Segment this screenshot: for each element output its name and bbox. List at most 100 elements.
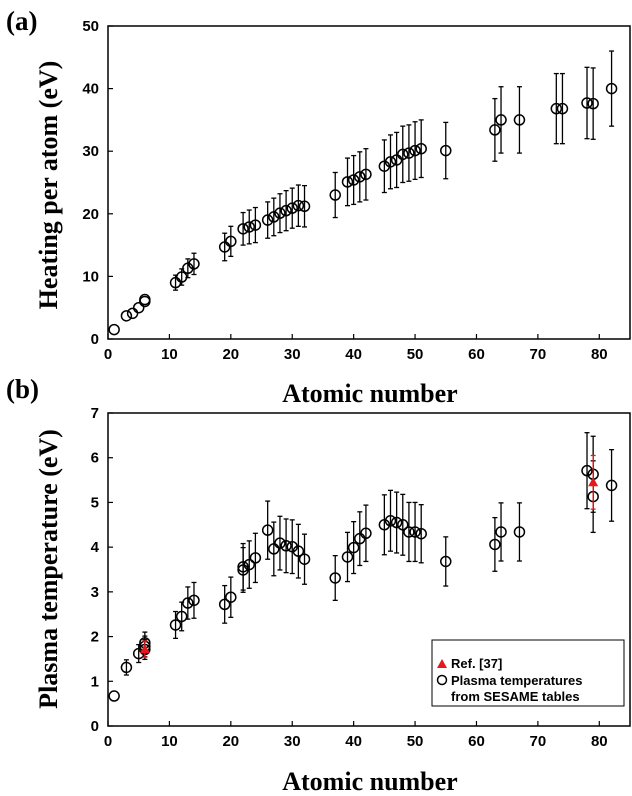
panel-b-x-tick-label: 0 xyxy=(104,733,112,750)
panel-a-data-point xyxy=(415,142,427,155)
panel-b-y-tick-label: 5 xyxy=(91,494,99,511)
panel-a-data-point xyxy=(403,147,415,159)
panel-a-data-point xyxy=(556,102,569,115)
panel-a-data-point xyxy=(587,97,599,110)
panel-b-data-point xyxy=(495,526,507,538)
panel-a-x-tick-label: 20 xyxy=(222,346,239,363)
panel-a-data-point xyxy=(108,323,120,336)
panel-a-data-point xyxy=(298,200,311,213)
panel-a-data-point xyxy=(126,307,139,320)
panel-b-y-axis-title: Plasma temperature (eV) xyxy=(34,429,63,709)
panel-b-data-point xyxy=(360,527,372,540)
panel-b-data-point xyxy=(513,526,526,538)
panel-b-data-point xyxy=(384,515,397,527)
panel-b-x-tick-label: 50 xyxy=(407,733,424,750)
legend-ref-triangle-icon xyxy=(437,659,447,668)
panel-b-data-point xyxy=(188,594,200,607)
panel-b-ticks: 0 10 20 30 40 50 60 70 80 0 1 2 3 4 5 6 7 xyxy=(91,405,608,750)
panel-a-data-point xyxy=(581,97,593,109)
panel-b-data-point xyxy=(261,524,274,536)
legend-box xyxy=(431,639,625,707)
panel-a-data-point xyxy=(409,144,421,157)
panel-b-data-point xyxy=(329,572,341,584)
panel-b-data-point xyxy=(440,555,452,568)
panel-b-y-tick-label: 2 xyxy=(91,629,99,646)
panel-b-y-tick-label: 7 xyxy=(91,405,99,422)
legend-sesame-label-line1: Plasma temperatures xyxy=(451,673,583,688)
panel-a-y-tick-label: 0 xyxy=(91,331,99,348)
panel-a-x-tick-label: 80 xyxy=(591,346,608,363)
panel-a-y-tick-label: 40 xyxy=(82,81,99,98)
panel-a-data-point xyxy=(347,174,360,186)
panel-a-y-tick-label: 20 xyxy=(82,206,99,223)
panel-a-data-point xyxy=(384,156,397,168)
panel-b-data-point xyxy=(175,610,188,623)
panel-b-ref-point xyxy=(588,477,599,487)
panel-a-x-tick-label: 70 xyxy=(530,346,547,363)
panel-a-data-point xyxy=(274,207,286,219)
panel-a-data-point xyxy=(440,144,452,157)
panel-a-y-tick-label: 30 xyxy=(82,143,99,160)
panel-a-y-axis-title: Heating per atom (eV) xyxy=(34,61,63,310)
panel-a-label: (a) xyxy=(6,6,37,36)
panel-b-data-point xyxy=(409,526,421,538)
panel-a-x-tick-label: 40 xyxy=(345,346,362,363)
panel-b-x-tick-label: 80 xyxy=(591,733,608,750)
panel-b-data-point xyxy=(397,519,409,531)
panel-b-x-tick-label: 20 xyxy=(222,733,239,750)
panel-b-ref-point xyxy=(139,644,150,654)
panel-a-data-point xyxy=(513,114,526,126)
panel-b-data-point xyxy=(225,591,237,603)
panel-b-y-tick-label: 3 xyxy=(91,584,99,601)
panel-a-data-point xyxy=(360,168,372,181)
panel-b-data-point xyxy=(169,619,182,631)
panel-b-y-tick-label: 6 xyxy=(91,450,99,467)
panel-a-data-point xyxy=(120,310,133,322)
panel-a-y-tick-label: 50 xyxy=(82,18,99,35)
panel-b-data-point xyxy=(415,527,427,540)
panel-b-data-point xyxy=(390,516,403,529)
panel-a-data-point xyxy=(249,219,262,231)
panel-a-data-point xyxy=(292,199,305,212)
panel-b-data-point xyxy=(237,561,249,573)
panel-b-label: (b) xyxy=(6,374,39,404)
legend-ref-label: Ref. [37] xyxy=(451,656,502,671)
panel-a-data-point xyxy=(188,258,200,270)
legend-sesame-label-line2: from SESAME tables xyxy=(451,689,580,704)
panel-b-data-point xyxy=(403,526,415,538)
panel-a-data-point xyxy=(329,189,341,201)
panel-b-data-point xyxy=(120,661,133,674)
panel-b-data-point xyxy=(243,558,255,571)
panel-b-data-point xyxy=(108,690,120,702)
panel-a-data-point xyxy=(605,82,618,95)
panel-a-data-point xyxy=(354,171,366,183)
panel-a-x-axis-title: Atomic number xyxy=(282,379,457,408)
panel-a-data-point xyxy=(243,221,255,233)
panel-a-data-point xyxy=(280,204,292,217)
panel-b-x-tick-label: 10 xyxy=(161,733,178,750)
panel-b-plot-frame xyxy=(107,412,631,727)
panel-b-data-point xyxy=(218,598,231,611)
panel-a-x-tick-label: 60 xyxy=(468,346,485,363)
panel-b-data-point xyxy=(489,538,501,551)
panel-a-data-point xyxy=(550,102,563,115)
panel-b-data-point xyxy=(378,519,391,531)
panel-a-data-point xyxy=(261,214,274,226)
legend: Ref. [37] Plasma temperatures from SESAM… xyxy=(431,639,625,707)
panel-b-data-point xyxy=(347,541,360,554)
panel-b-data-point xyxy=(298,553,311,565)
panel-a-data-point xyxy=(341,176,354,188)
panel-b-x-axis-title: Atomic number xyxy=(282,767,457,796)
panel-a: (a) Heating per atom (eV) Atomic number … xyxy=(6,6,631,408)
panel-a-data-point xyxy=(397,148,409,161)
panel-a-data-point xyxy=(268,211,280,223)
panel-a-x-tick-label: 0 xyxy=(104,346,112,363)
panel-b-data-point xyxy=(274,537,286,549)
panel-a-data-point xyxy=(132,301,145,314)
panel-b-data-point xyxy=(581,464,593,477)
panel-b-data-point xyxy=(280,540,292,552)
panel-a-y-tick-label: 10 xyxy=(82,268,99,285)
panel-b: (b) Plasma temperature (eV) Atomic numbe… xyxy=(6,374,631,796)
panel-b-data-point xyxy=(182,597,194,609)
panel-a-data-point xyxy=(495,114,507,126)
